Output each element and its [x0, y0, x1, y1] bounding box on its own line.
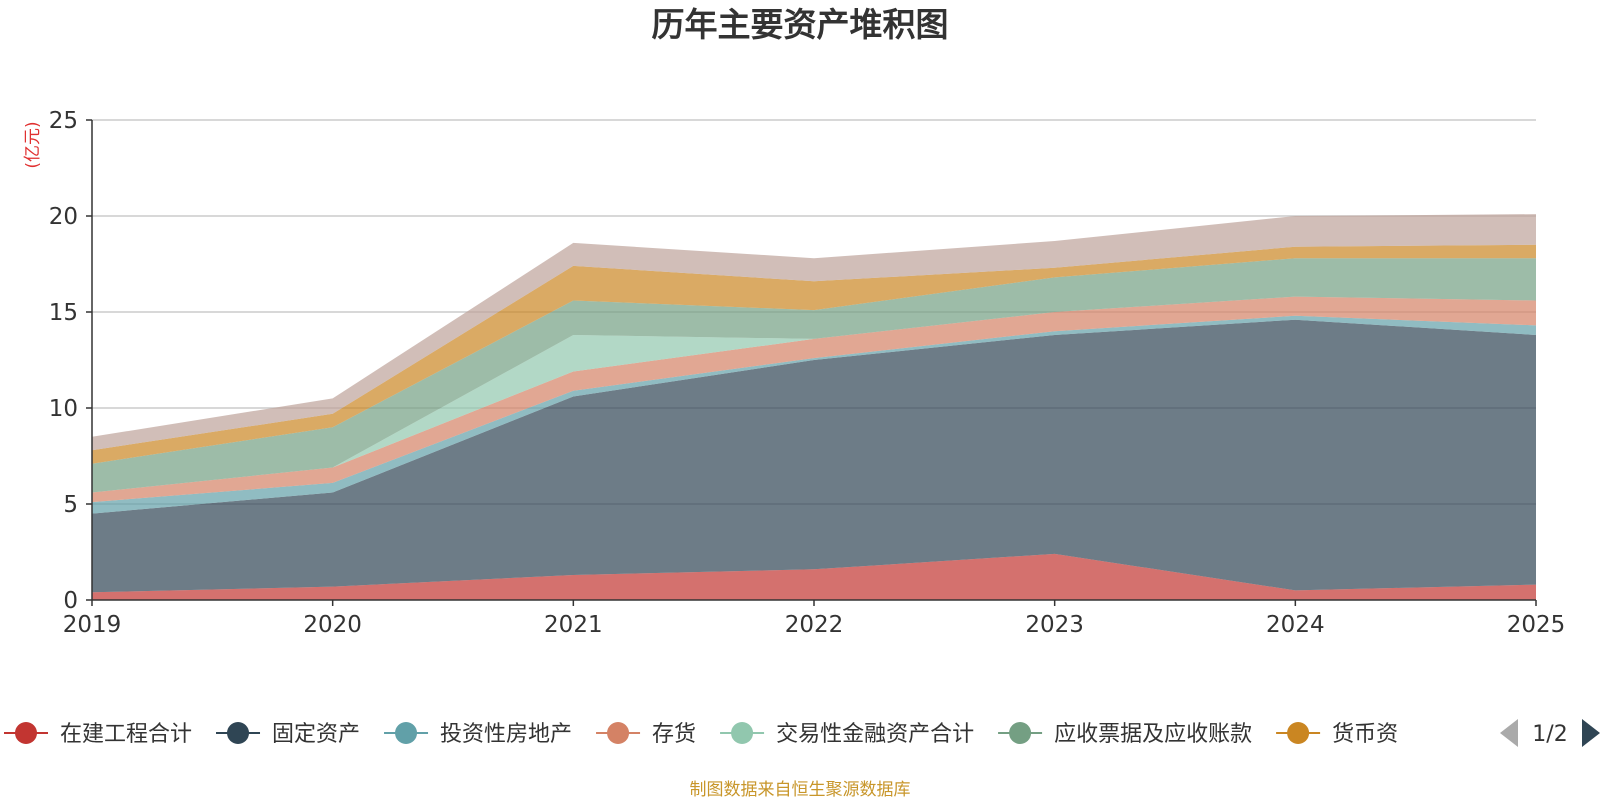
- legend-item-5[interactable]: 应收票据及应收账款: [998, 722, 1252, 747]
- legend-item-0[interactable]: 在建工程合计: [4, 722, 192, 747]
- legend-item-2[interactable]: 投资性房地产: [384, 722, 572, 747]
- legend-label-5: 应收票据及应收账款: [1054, 722, 1252, 747]
- legend-marker-3: [607, 722, 630, 744]
- legend-label-4: 交易性金融资产合计: [776, 722, 974, 747]
- x-tick-label-2021: 2021: [544, 612, 603, 638]
- y-tick-label-0: 0: [63, 588, 78, 614]
- y-tick-label-25: 25: [49, 108, 78, 134]
- x-tick-label-2023: 2023: [1025, 612, 1084, 638]
- legend-label-2: 投资性房地产: [440, 722, 572, 747]
- y-tick-label-5: 5: [63, 492, 78, 518]
- area-series-5: [92, 258, 1536, 493]
- x-tick-label-2019: 2019: [63, 612, 122, 638]
- area-series-0: [92, 553, 1536, 600]
- legend-item-1[interactable]: 固定资产: [216, 722, 360, 747]
- area-series-3: [92, 296, 1536, 503]
- stacked-areas: [92, 214, 1536, 600]
- legend-marker-6: [1287, 722, 1310, 744]
- legend-label-6: 货币资: [1332, 722, 1398, 747]
- legend: 在建工程合计 固定资产 投资性房地产 存货 交易性金融资产合计 应收票据及应收账款 货币资 1…: [4, 719, 1600, 747]
- legend-marker-2: [395, 722, 418, 744]
- x-tick-label-2020: 2020: [303, 612, 362, 638]
- legend-prev-page-icon[interactable]: [1500, 719, 1518, 747]
- source-note: 制图数据来自恒生聚源数据库: [690, 780, 911, 800]
- legend-label-3: 存货: [652, 722, 696, 747]
- x-tick-label-2025: 2025: [1507, 612, 1566, 638]
- x-tick-label-2022: 2022: [785, 612, 844, 638]
- legend-marker-0: [15, 722, 37, 744]
- legend-item-3[interactable]: 存货: [596, 722, 696, 747]
- chart-title: 历年主要资产堆积图: [652, 5, 949, 44]
- legend-item-4[interactable]: 交易性金融资产合计: [720, 722, 974, 747]
- y-tick-label-10: 10: [49, 396, 78, 422]
- legend-marker-5: [1009, 722, 1032, 744]
- legend-next-page-icon[interactable]: [1582, 719, 1600, 747]
- area-series-2: [92, 315, 1536, 514]
- legend-marker-4: [731, 722, 754, 744]
- area-series-1: [92, 319, 1536, 593]
- y-axis-unit-label: (亿元): [23, 121, 43, 168]
- x-tick-label-2024: 2024: [1266, 612, 1325, 638]
- area-series-7: [92, 214, 1536, 451]
- area-series-6: [92, 244, 1536, 464]
- legend-label-0: 在建工程合计: [60, 722, 192, 747]
- y-tick-label-20: 20: [49, 204, 78, 230]
- legend-item-6[interactable]: 货币资: [1276, 722, 1398, 747]
- y-tick-label-15: 15: [49, 300, 78, 326]
- legend-page-indicator: 1/2: [1532, 722, 1567, 747]
- legend-label-1: 固定资产: [272, 722, 360, 747]
- legend-marker-1: [227, 722, 250, 744]
